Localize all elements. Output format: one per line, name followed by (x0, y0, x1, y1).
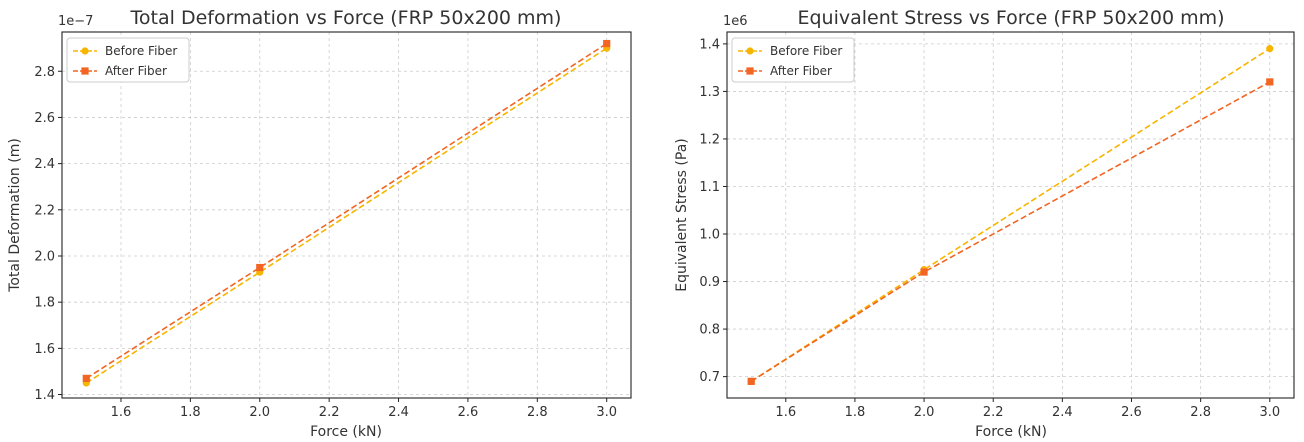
plot-frame (61, 31, 632, 399)
legend-label: After Fiber (770, 64, 832, 78)
data-point (1266, 78, 1274, 86)
legend-marker (746, 67, 754, 75)
series-line-after-fiber (85, 42, 608, 380)
x-tick-label: 2.0 (249, 405, 270, 420)
series-line-after-fiber (750, 81, 1271, 383)
y-tick-label: 0.9 (699, 275, 720, 290)
y-axis-label: Equivalent Stress (Pa) (674, 138, 690, 291)
y-tick-label: 0.7 (699, 370, 720, 385)
y-tick-label: 1.0 (699, 228, 720, 243)
x-tick-label: 2.8 (527, 405, 548, 420)
data-point (1266, 45, 1274, 53)
y-tick-label: 2.8 (34, 65, 55, 80)
x-tick-label: 2.0 (914, 405, 935, 420)
y-tick-label: 2.4 (34, 157, 55, 172)
legend-label: After Fiber (105, 64, 167, 78)
y-tick-label: 1.3 (699, 85, 720, 100)
legend-marker (746, 47, 754, 55)
x-axis-label: Force (kN) (310, 424, 382, 440)
legend-marker (81, 67, 89, 75)
y-tick-label: 1.6 (34, 342, 55, 357)
data-point (82, 374, 90, 382)
chart-title: Equivalent Stress vs Force (FRP 50x200 m… (797, 7, 1224, 29)
x-tick-label: 3.0 (596, 405, 617, 420)
legend-marker (81, 47, 89, 55)
y-tick-label: 1.4 (699, 37, 720, 52)
y-tick-label: 1.8 (34, 296, 55, 311)
total-deformation-chart: Total Deformation vs Force (FRP 50x200 m… (7, 7, 632, 440)
y-tick-label: 1.1 (699, 180, 720, 195)
equivalent-stress-chart: Equivalent Stress vs Force (FRP 50x200 m… (674, 7, 1295, 440)
x-tick-label: 2.6 (1121, 405, 1142, 420)
y-axis-label: Total Deformation (m) (7, 138, 23, 293)
y-tick-label: 2.0 (34, 249, 55, 264)
legend (731, 37, 855, 83)
x-tick-label: 2.4 (388, 405, 409, 420)
legend-label: Before Fiber (105, 44, 177, 58)
legend-label: Before Fiber (770, 44, 842, 58)
data-point (256, 263, 264, 272)
y-offset-label: 1e6 (723, 14, 748, 29)
x-tick-label: 1.8 (845, 405, 866, 420)
y-tick-label: 1.4 (34, 388, 55, 403)
y-tick-label: 2.2 (34, 203, 55, 218)
x-tick-label: 2.4 (1052, 405, 1073, 420)
x-tick-label: 2.8 (1190, 405, 1211, 420)
x-axis-label: Force (kN) (975, 424, 1047, 440)
y-tick-label: 2.6 (34, 111, 55, 126)
x-tick-label: 1.8 (180, 405, 201, 420)
plot-frame (726, 31, 1295, 399)
data-point (920, 268, 928, 276)
y-tick-label: 0.8 (699, 323, 720, 338)
x-tick-label: 1.6 (775, 405, 796, 420)
chart-title: Total Deformation vs Force (FRP 50x200 m… (130, 7, 562, 29)
x-tick-label: 2.2 (983, 405, 1004, 420)
data-point (747, 377, 755, 385)
legend (66, 37, 190, 83)
x-tick-label: 2.6 (458, 405, 479, 420)
x-tick-label: 3.0 (1259, 405, 1280, 420)
y-offset-label: 1e−7 (58, 14, 93, 29)
y-tick-label: 1.2 (699, 132, 720, 147)
data-point (603, 39, 611, 48)
series-line-before-fiber (85, 47, 608, 384)
x-tick-label: 2.2 (319, 405, 340, 420)
x-tick-label: 1.6 (111, 405, 132, 420)
